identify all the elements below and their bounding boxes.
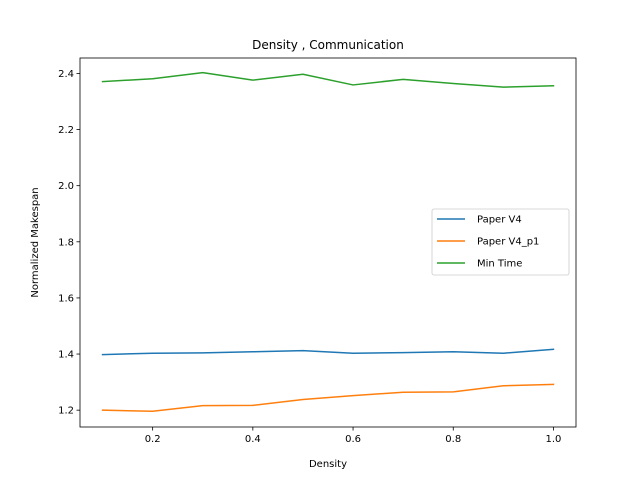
x-tick-label: 0.4 bbox=[245, 434, 261, 445]
series-line-paper-v4 bbox=[101, 348, 555, 356]
y-tick-label: 1.4 bbox=[58, 350, 74, 361]
y-tick-label: 2.0 bbox=[58, 181, 74, 192]
chart-title: Density , Communication bbox=[252, 38, 404, 52]
y-tick-label: 2.4 bbox=[58, 69, 74, 80]
y-axis-title: Normalized Makespan bbox=[30, 187, 41, 297]
legend-label-paper-v4-p1: Paper V4_p1 bbox=[477, 237, 539, 248]
x-tick-label: 0.6 bbox=[345, 434, 361, 445]
series-layer bbox=[101, 71, 555, 413]
y-tick-label: 1.2 bbox=[58, 406, 74, 417]
legend-label-paper-v4: Paper V4 bbox=[477, 215, 522, 226]
x-tick-label: 0.2 bbox=[145, 434, 161, 445]
x-axis-ticks: 0.2 0.4 0.6 0.8 1.0 bbox=[145, 427, 562, 445]
y-axis-ticks: 1.2 1.4 1.6 1.8 2.0 2.2 2.4 bbox=[58, 69, 80, 417]
series-line-paper-v4-p1 bbox=[101, 383, 555, 413]
legend-label-min-time: Min Time bbox=[477, 259, 522, 270]
x-axis-title: Density bbox=[309, 459, 347, 470]
legend-box bbox=[431, 208, 570, 276]
x-tick-label: 1.0 bbox=[546, 434, 562, 445]
x-tick-label: 0.8 bbox=[445, 434, 461, 445]
legend: Paper V4 Paper V4_p1 Min Time bbox=[431, 208, 570, 276]
y-tick-label: 1.6 bbox=[58, 293, 74, 304]
y-tick-label: 2.2 bbox=[58, 125, 74, 136]
plot-frame bbox=[79, 57, 577, 428]
y-tick-label: 1.8 bbox=[58, 237, 74, 248]
series-line-min-time bbox=[101, 71, 555, 88]
